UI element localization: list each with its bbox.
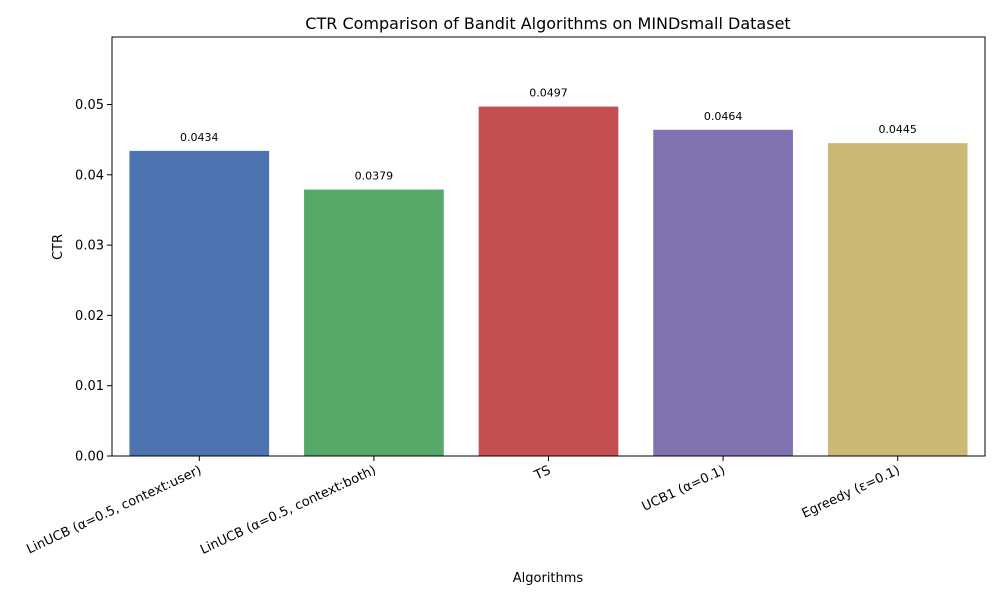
- x-axis-label: Algorithms: [513, 571, 584, 586]
- bar-2: [304, 189, 444, 457]
- plot-area: 0.0434 0.0379 0.0497 0.0464 0.0445 0.00 0.01 0.…: [25, 36, 986, 558]
- bar-value-label-5: 0.0445: [878, 123, 917, 136]
- y-tick-label-5: 0.04: [75, 168, 104, 183]
- chart-title: CTR Comparison of Bandit Algorithms on M…: [305, 14, 790, 33]
- y-tick-label-2: 0.01: [75, 379, 104, 394]
- y-tick-label-1: 0.00: [75, 450, 104, 465]
- bar-1: [129, 150, 270, 456]
- bar-3: [478, 106, 619, 456]
- y-tick-label-4: 0.03: [75, 239, 104, 254]
- axes-frame: [111, 36, 986, 457]
- bar-value-label-4: 0.0464: [704, 110, 743, 123]
- x-tick-label-2: LinUCB (α=0.5, context:both): [198, 463, 379, 558]
- bar-value-label-1: 0.0434: [180, 131, 219, 144]
- x-tick-label-3: TS: [531, 463, 553, 484]
- x-tick-label-1: LinUCB (α=0.5, context:user): [25, 463, 204, 557]
- bar-5: [827, 143, 968, 456]
- y-tick-label-3: 0.02: [75, 309, 104, 324]
- y-axis-label: CTR: [51, 234, 66, 260]
- bar-value-label-3: 0.0497: [529, 87, 568, 100]
- y-tick-label-6: 0.05: [75, 98, 104, 113]
- x-tick-label-5: Egreedy (ε=0.1): [800, 463, 903, 522]
- x-tick-label-4: UCB1 (α=0.1): [640, 463, 728, 515]
- bar-value-label-2: 0.0379: [355, 170, 394, 183]
- bar-4: [653, 129, 793, 457]
